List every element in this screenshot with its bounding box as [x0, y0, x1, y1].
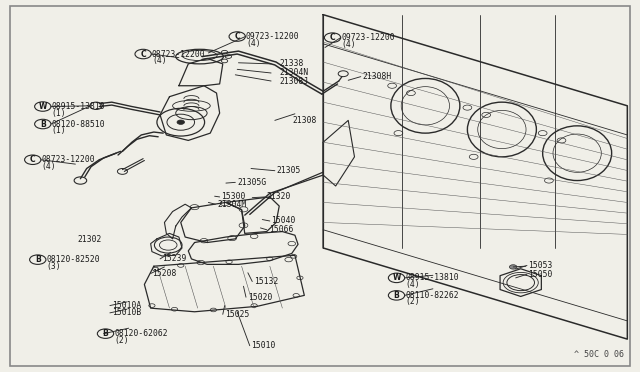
Text: 15040: 15040: [271, 217, 296, 225]
Text: 21302: 21302: [78, 235, 102, 244]
Text: 15132: 15132: [254, 277, 278, 286]
Circle shape: [177, 120, 184, 124]
Text: 21305: 21305: [276, 166, 300, 175]
Text: ^ 50C 0 06: ^ 50C 0 06: [574, 350, 624, 359]
Text: (1): (1): [52, 126, 66, 135]
Text: 15208: 15208: [152, 269, 176, 278]
Text: (4): (4): [246, 39, 260, 48]
Circle shape: [509, 265, 517, 269]
Text: W: W: [38, 102, 47, 111]
Text: B: B: [394, 291, 399, 300]
Text: C: C: [140, 49, 146, 58]
Text: (4): (4): [42, 162, 56, 171]
Text: (2): (2): [405, 298, 420, 307]
Text: 08120-88510: 08120-88510: [52, 119, 105, 128]
Text: 15020: 15020: [248, 293, 272, 302]
Text: W: W: [392, 273, 401, 282]
Text: 09723-12200: 09723-12200: [246, 32, 300, 41]
Text: B: B: [35, 255, 40, 264]
Text: C: C: [330, 33, 335, 42]
Text: 21320: 21320: [267, 192, 291, 201]
Text: 08120-82520: 08120-82520: [47, 255, 100, 264]
Text: 08915-13810: 08915-13810: [52, 102, 105, 111]
Text: 15053: 15053: [528, 261, 552, 270]
Text: 15239: 15239: [162, 254, 186, 263]
Text: (4): (4): [152, 56, 166, 65]
Text: C: C: [30, 155, 36, 164]
Text: 15010B: 15010B: [112, 308, 141, 317]
Text: (4): (4): [341, 40, 356, 49]
Text: 15010A: 15010A: [112, 301, 141, 310]
Text: B: B: [40, 119, 45, 128]
Text: 09723-12200: 09723-12200: [341, 33, 395, 42]
Text: 21304M: 21304M: [217, 200, 246, 209]
Text: 15010: 15010: [251, 341, 275, 350]
Text: (3): (3): [47, 262, 61, 271]
Text: 21338: 21338: [279, 60, 303, 68]
Text: 08110-82262: 08110-82262: [405, 291, 459, 300]
Text: C: C: [234, 32, 240, 41]
Text: 21308H: 21308H: [363, 72, 392, 81]
Text: 15050: 15050: [528, 270, 552, 279]
Text: 08120-62062: 08120-62062: [115, 329, 168, 338]
Text: 15066: 15066: [269, 225, 293, 234]
Text: (1): (1): [52, 109, 66, 118]
Text: (4): (4): [405, 280, 420, 289]
Text: B: B: [102, 329, 108, 338]
Text: 21308J: 21308J: [279, 77, 308, 86]
Text: 08915-13810: 08915-13810: [405, 273, 459, 282]
Text: 08723-12200: 08723-12200: [42, 155, 95, 164]
Text: 21308: 21308: [292, 116, 317, 125]
Text: 15025: 15025: [225, 310, 249, 319]
Text: 08723-12200: 08723-12200: [152, 49, 205, 58]
Text: 21305G: 21305G: [237, 178, 266, 187]
Text: 15300: 15300: [221, 192, 245, 201]
Text: 21304N: 21304N: [279, 68, 308, 77]
Text: (2): (2): [115, 336, 129, 345]
